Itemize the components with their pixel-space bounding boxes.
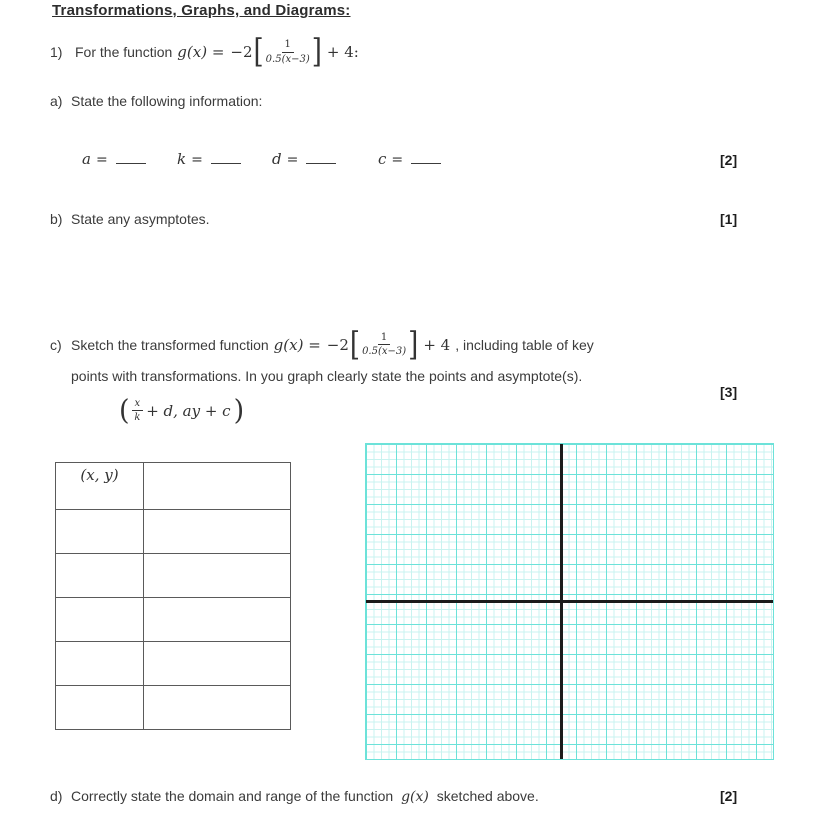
fraction: 1 0.5(x−3) (266, 39, 310, 65)
part-a-text: State the following information: (71, 93, 263, 109)
x-axis (366, 600, 773, 603)
table-cell-empty (143, 641, 291, 686)
table-cell-empty (55, 553, 144, 598)
question-1-intro: 1) For the function g(x) = −2 [ 1 0.5(x−… (50, 32, 359, 72)
formula-lhs: g(x) = (273, 335, 321, 354)
equals-sign: = (286, 152, 299, 168)
table-cell-empty (55, 685, 144, 730)
part-c-line2: points with transformations. In you grap… (71, 368, 583, 384)
transformation-hint-formula: ( x k + d, ay + c ) (118, 394, 245, 427)
table-cell-empty (143, 553, 291, 598)
left-bracket: [ (349, 325, 361, 364)
function-formula: g(x) = −2 [ 1 0.5(x−3) ] + 4 (273, 328, 451, 361)
table-cell-empty (55, 597, 144, 642)
parameter-blanks: a = k = d = c = (82, 150, 473, 168)
part-c: c) Sketch the transformed function g(x) … (50, 324, 750, 384)
variable-d: d (272, 150, 282, 168)
fraction: 1 0.5(x−3) (362, 332, 406, 358)
part-c-line1: Sketch the transformed function g(x) = −… (71, 324, 594, 365)
part-a-label: a) (50, 93, 63, 109)
table-header-cell: (x, y) (55, 462, 144, 510)
part-c-text-suffix: , including table of key (455, 336, 594, 353)
part-b-label: b) (50, 211, 63, 227)
blank-k: k = (177, 150, 272, 168)
table-row (55, 509, 291, 554)
table-cell-empty (55, 641, 144, 686)
fraction-numerator: x (131, 398, 144, 411)
part-d: d) Correctly state the domain and range … (50, 788, 539, 805)
table-cell-empty (55, 509, 144, 554)
table-cell-empty (143, 462, 291, 510)
hint-formula-rest: + d, ay + c (146, 401, 231, 420)
table-cell-empty (143, 685, 291, 730)
equals-sign: = (191, 152, 203, 168)
table-row (55, 553, 291, 598)
blank-d: d = (272, 150, 367, 168)
gx-math: g(x) (401, 789, 429, 805)
variable-a: a (82, 150, 91, 168)
answer-blank (306, 150, 337, 164)
table-header-row: (x, y) (55, 462, 291, 510)
part-d-marks: [2] (720, 788, 738, 804)
table-cell-empty (143, 597, 291, 642)
formula-suffix: + 4: (326, 43, 359, 61)
fraction: x k (131, 398, 144, 424)
part-c-label: c) (50, 337, 62, 353)
part-b: b) State any asymptotes. (50, 211, 210, 227)
fraction-numerator: 1 (377, 332, 391, 345)
part-c-marks: [3] (720, 384, 738, 400)
fraction-denominator: k (134, 412, 141, 423)
right-bracket: ] (311, 33, 322, 71)
table-cell-empty (143, 509, 291, 554)
part-d-text: Correctly state the domain and range of … (71, 788, 539, 805)
part-c-content: Sketch the transformed function g(x) = −… (71, 324, 594, 384)
page-title: Transformations, Graphs, and Diagrams: (52, 2, 351, 19)
blank-a: a = (82, 150, 177, 168)
part-d-label: d) (50, 788, 63, 804)
function-formula: g(x) = −2 [ 1 0.5(x−3) ] + 4: (177, 36, 359, 69)
variable-c: c (378, 150, 387, 168)
fraction-denominator: 0.5(x−3) (362, 346, 407, 357)
formula-coefficient: −2 (230, 43, 253, 61)
equals-sign: = (391, 152, 404, 168)
question-number: 1) (50, 44, 63, 60)
variable-k: k (177, 150, 187, 168)
answer-blank (411, 150, 442, 164)
blank-c: c = (378, 150, 473, 168)
y-axis (560, 444, 563, 759)
formula-suffix: + 4 (423, 335, 451, 354)
key-points-table: (x, y) (55, 462, 291, 730)
fraction-numerator: 1 (281, 39, 294, 53)
table-row (55, 641, 291, 686)
formula-lhs: g(x) = (177, 43, 225, 61)
graph-grid (365, 443, 774, 760)
table-row (55, 597, 291, 642)
question-intro-text: For the function (75, 44, 173, 60)
part-b-marks: [1] (720, 211, 738, 227)
left-bracket: [ (253, 33, 264, 71)
part-c-text-prefix: Sketch the transformed function (71, 336, 269, 353)
answer-blank (115, 150, 146, 164)
answer-blank (210, 150, 241, 164)
fraction-denominator: 0.5(x−3) (265, 53, 310, 65)
formula-coefficient: −2 (326, 335, 349, 354)
right-bracket: ] (408, 325, 419, 364)
left-paren: ( (119, 394, 130, 427)
part-d-text-prefix: Correctly state the domain and range of … (71, 788, 394, 804)
table-row (55, 685, 291, 730)
part-a-marks: [2] (720, 152, 738, 168)
part-a: a) State the following information: (50, 93, 262, 109)
part-d-text-suffix: sketched above. (436, 788, 539, 804)
equals-sign: = (95, 152, 108, 168)
right-paren: ) (233, 394, 245, 427)
part-b-text: State any asymptotes. (71, 211, 210, 227)
